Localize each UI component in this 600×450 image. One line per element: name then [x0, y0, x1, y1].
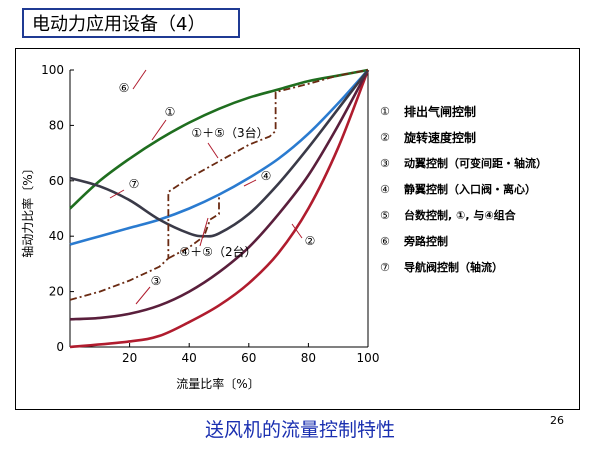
annotation-label: ① — [165, 105, 176, 119]
legend-text: 旋转速度控制 — [404, 131, 477, 145]
x-tick-label: 80 — [301, 351, 316, 365]
legend-num: ① — [380, 105, 390, 118]
legend-item-2: ② 旋转速度控制 — [380, 132, 476, 144]
legend-num: ⑤ — [380, 209, 390, 222]
legend-text: 静翼控制（入口阀・离心） — [404, 183, 536, 196]
page-number: 26 — [550, 414, 564, 427]
legend-item-3: ③ 动翼控制（可变间距・轴流） — [380, 158, 547, 169]
annotation-leader — [132, 69, 147, 90]
legend-text: 旁路控制 — [404, 235, 448, 248]
legend-item-5: ⑤ 台数控制, ①, 与④组合 — [380, 210, 516, 221]
annotation-label: ③ — [151, 274, 162, 288]
legend-text: 台数控制, ①, 与④组合 — [404, 209, 516, 222]
annotation-leader — [199, 217, 209, 247]
annotation-leader — [243, 179, 257, 187]
legend-num: ③ — [380, 157, 390, 170]
series-line-1 — [69, 68, 369, 210]
legend-text: 排出气闸控制 — [404, 105, 477, 119]
annotation-leader — [109, 189, 125, 199]
y-tick-label: 40 — [49, 229, 64, 243]
x-tick-label: 20 — [122, 351, 137, 365]
legend-num: ② — [380, 131, 390, 144]
y-tick-label: 20 — [49, 285, 64, 299]
legend-text: 导航阀控制（轴流） — [404, 261, 503, 274]
legend-num: ⑥ — [380, 235, 390, 248]
x-tick-label: 100 — [357, 351, 380, 365]
legend-item-4: ④ 静翼控制（入口阀・离心） — [380, 184, 536, 195]
y-tick-label: 60 — [49, 174, 64, 188]
y-tick-label: 0 — [56, 340, 64, 354]
annotation-leader — [135, 286, 151, 305]
annotation-label: ② — [305, 234, 316, 248]
legend-item-6: ⑥ 旁路控制 — [380, 236, 448, 247]
series-line-7 — [69, 69, 370, 238]
chart-frame — [15, 48, 580, 410]
legend-num: ⑦ — [380, 261, 390, 274]
series-line-5-3 — [69, 69, 369, 301]
series-line-2 — [69, 69, 370, 349]
series-line-3 — [69, 69, 370, 321]
annotation-label: ⑦ — [129, 177, 140, 191]
slide-title-box: 电动力应用设备（4） — [22, 8, 240, 38]
x-axis-label: 流量比率〔%〕 — [176, 376, 259, 391]
legend-item-1: ① 排出气闸控制 — [380, 106, 476, 118]
annotation-leader — [151, 119, 167, 141]
annotation-leader — [207, 142, 219, 159]
annotation-label: ①＋⑤（3台） — [191, 125, 268, 140]
annotation-label: ④ — [261, 169, 272, 183]
slide-caption: 送风机的流量控制特性 — [204, 419, 395, 441]
annotation-label: ④＋⑤（2台） — [179, 244, 256, 259]
y-axis-label: 轴动力比率〔%〕 — [20, 162, 35, 257]
x-tick-label: 40 — [182, 351, 197, 365]
y-tick-label: 80 — [49, 118, 64, 132]
legend-text: 动翼控制（可变间距・轴流） — [404, 157, 547, 170]
legend-item-7: ⑦ 导航阀控制（轴流） — [380, 262, 503, 273]
x-tick-label: 60 — [241, 351, 256, 365]
slide-title: 电动力应用设备（4） — [32, 14, 206, 35]
legend-num: ④ — [380, 183, 390, 196]
series-line-5-2 — [167, 194, 220, 260]
annotation-leader — [291, 223, 303, 239]
series-line-4 — [69, 69, 369, 246]
y-tick-label: 100 — [41, 63, 64, 77]
annotation-label: ⑥ — [119, 81, 130, 95]
